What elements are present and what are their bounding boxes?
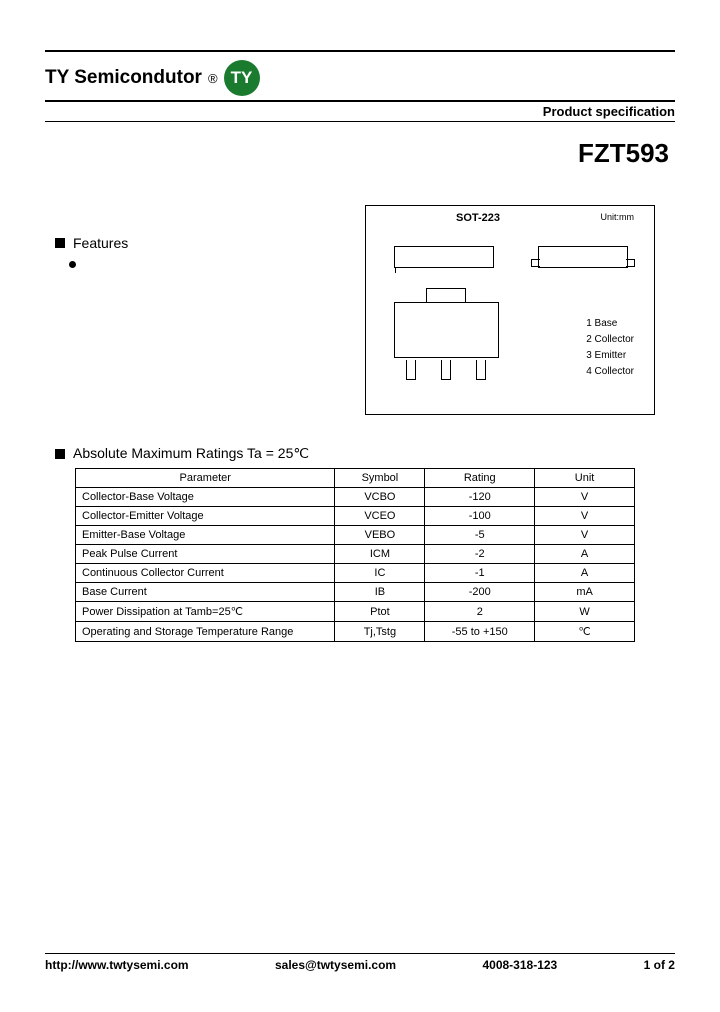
pin-num: 1	[586, 318, 592, 329]
ratings-heading-row: Absolute Maximum Ratings Ta = 25℃	[55, 445, 675, 462]
table-row: Power Dissipation at Tamb=25℃Ptot2W	[76, 602, 635, 622]
table-cell: Ptot	[335, 602, 425, 622]
footer-email: sales@twtysemi.com	[275, 958, 396, 972]
registered-mark: ®	[208, 71, 218, 86]
table-cell: mA	[535, 583, 635, 602]
package-diagram: SOT-223 Unit:mm 1 Base 2 Collector 3 Emi…	[365, 205, 655, 415]
table-cell: Base Current	[76, 583, 335, 602]
table-row: Base CurrentIB-200mA	[76, 583, 635, 602]
header-rule	[45, 100, 675, 102]
col-unit: Unit	[535, 469, 635, 488]
package-unit: Unit:mm	[601, 212, 635, 222]
table-cell: -55 to +150	[425, 622, 535, 642]
ratings-table: Parameter Symbol Rating Unit Collector-B…	[75, 468, 635, 642]
pin-num: 3	[586, 350, 592, 361]
table-cell: Tj,Tstg	[335, 622, 425, 642]
part-number: FZT593	[45, 138, 675, 169]
table-cell: ICM	[335, 545, 425, 564]
table-row: Emitter-Base VoltageVEBO-5V	[76, 526, 635, 545]
footer-page: 1 of 2	[644, 958, 675, 972]
table-row: Continuous Collector CurrentIC-1A	[76, 564, 635, 583]
table-cell: IB	[335, 583, 425, 602]
table-row: Peak Pulse CurrentICM-2A	[76, 545, 635, 564]
table-cell: VCBO	[335, 488, 425, 507]
header: TY Semicondutor ® TY	[45, 60, 675, 96]
table-cell: -5	[425, 526, 535, 545]
pin-name: Collector	[595, 366, 634, 377]
table-cell: 2	[425, 602, 535, 622]
footer: http://www.twtysemi.com sales@twtysemi.c…	[45, 953, 675, 972]
table-cell: V	[535, 526, 635, 545]
pin-name: Collector	[595, 334, 634, 345]
table-cell: IC	[335, 564, 425, 583]
table-cell: Emitter-Base Voltage	[76, 526, 335, 545]
table-cell: Power Dissipation at Tamb=25℃	[76, 602, 335, 622]
table-cell: VEBO	[335, 526, 425, 545]
table-cell: V	[535, 488, 635, 507]
table-row: Collector-Emitter VoltageVCEO-100V	[76, 507, 635, 526]
table-cell: ℃	[535, 622, 635, 642]
pin-num: 2	[586, 334, 592, 345]
table-cell: -2	[425, 545, 535, 564]
table-header-row: Parameter Symbol Rating Unit	[76, 469, 635, 488]
table-cell: Operating and Storage Temperature Range	[76, 622, 335, 642]
col-parameter: Parameter	[76, 469, 335, 488]
package-top-view	[394, 288, 499, 388]
ratings-heading: Absolute Maximum Ratings Ta = 25℃	[73, 445, 309, 462]
pin-name: Emitter	[595, 350, 627, 361]
table-cell: -1	[425, 564, 535, 583]
table-cell: Peak Pulse Current	[76, 545, 335, 564]
table-cell: A	[535, 564, 635, 583]
top-rule	[45, 50, 675, 52]
pin-list: 1 Base 2 Collector 3 Emitter 4 Collector	[586, 316, 634, 380]
table-cell: Collector-Emitter Voltage	[76, 507, 335, 526]
footer-phone: 4008-318-123	[482, 958, 557, 972]
col-rating: Rating	[425, 469, 535, 488]
square-bullet-icon	[55, 449, 65, 459]
pin-name: Base	[595, 318, 618, 329]
table-cell: -100	[425, 507, 535, 526]
table-row: Operating and Storage Temperature RangeT…	[76, 622, 635, 642]
features-section: Features	[45, 205, 345, 278]
table-cell: -120	[425, 488, 535, 507]
features-heading: Features	[73, 235, 128, 251]
table-cell: Continuous Collector Current	[76, 564, 335, 583]
table-cell: W	[535, 602, 635, 622]
footer-rule	[45, 953, 675, 954]
table-cell: -200	[425, 583, 535, 602]
table-cell: Collector-Base Voltage	[76, 488, 335, 507]
package-title: SOT-223	[456, 212, 500, 224]
package-side-view	[384, 228, 504, 278]
spec-label-row: Product specification	[45, 104, 675, 122]
table-cell: VCEO	[335, 507, 425, 526]
company-name: TY Semicondutor	[45, 67, 202, 89]
package-end-view	[530, 228, 640, 268]
spec-label: Product specification	[543, 104, 675, 119]
table-cell: V	[535, 507, 635, 526]
company-logo-icon: TY	[224, 60, 260, 96]
pin-num: 4	[586, 366, 592, 377]
table-cell: A	[535, 545, 635, 564]
footer-url: http://www.twtysemi.com	[45, 958, 189, 972]
dot-bullet-icon	[69, 261, 76, 268]
col-symbol: Symbol	[335, 469, 425, 488]
table-row: Collector-Base VoltageVCBO-120V	[76, 488, 635, 507]
square-bullet-icon	[55, 238, 65, 248]
